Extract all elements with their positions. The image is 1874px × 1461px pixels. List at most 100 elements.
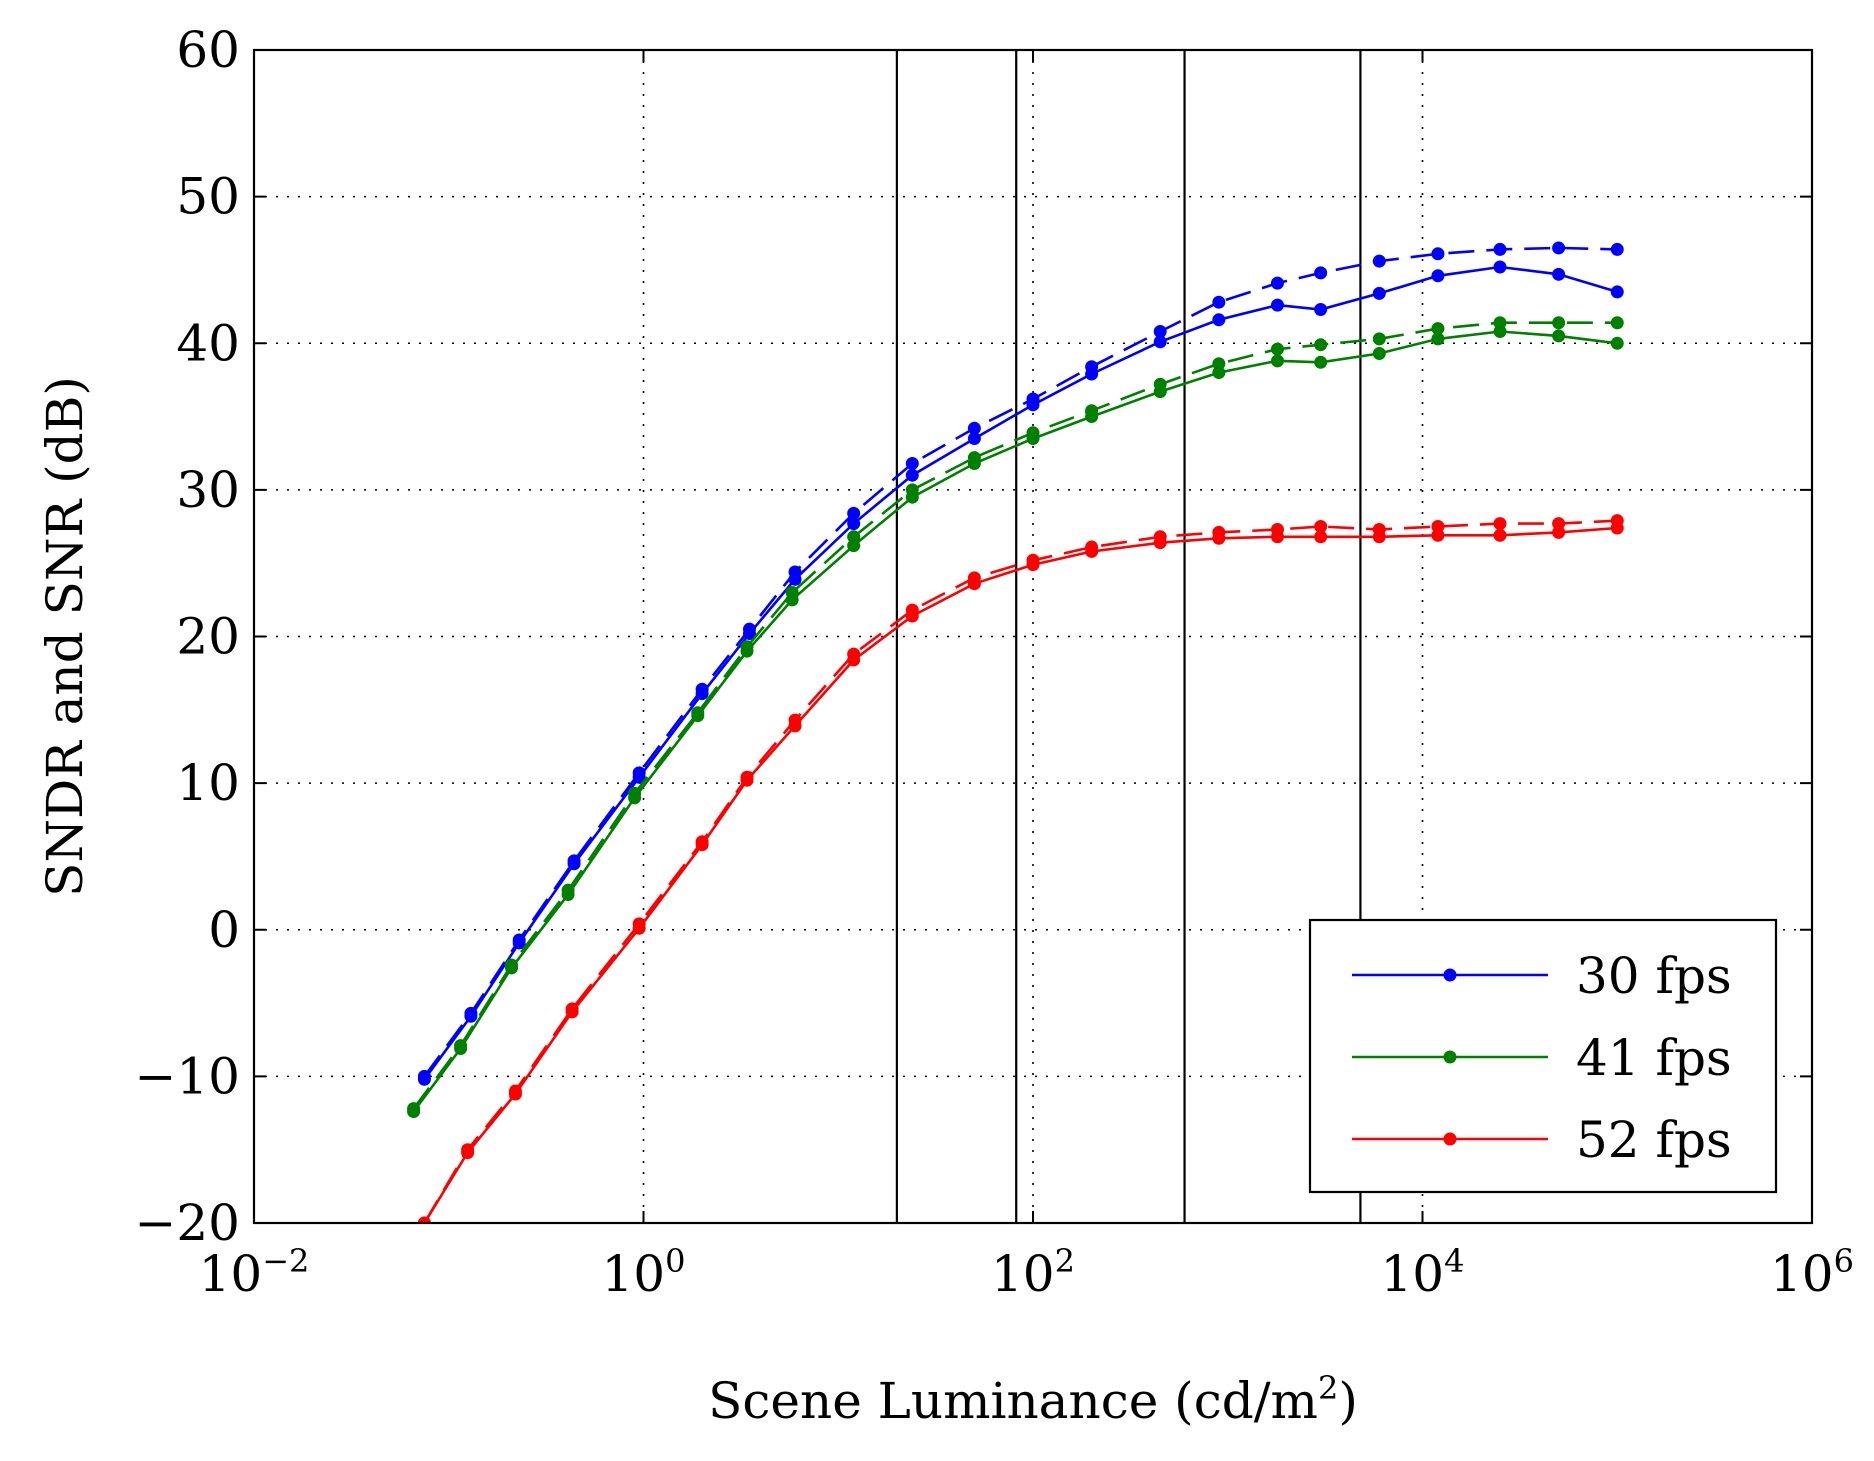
data-point-sndr xyxy=(1610,285,1624,299)
y-tick-label: 40 xyxy=(176,314,240,372)
data-point-sndr xyxy=(1026,398,1040,412)
legend-marker xyxy=(1443,968,1457,982)
legend-marker xyxy=(1443,1050,1457,1064)
data-point-sndr xyxy=(632,921,646,935)
data-point-sndr xyxy=(417,1216,431,1223)
data-point-snr xyxy=(1314,520,1328,534)
data-point-sndr xyxy=(695,838,709,852)
series-lines xyxy=(407,241,1624,1223)
series-line-sndr xyxy=(423,265,1618,1081)
data-point-sndr xyxy=(1314,530,1328,544)
data-point-sndr xyxy=(561,888,575,902)
data-point-sndr xyxy=(740,644,754,658)
data-point-sndr xyxy=(1552,329,1566,343)
data-point-sndr xyxy=(1026,432,1040,446)
data-point-sndr xyxy=(1153,536,1167,550)
x-axis-label: Scene Luminance (cd/m2) xyxy=(708,1369,1358,1430)
data-point-sndr xyxy=(1610,336,1624,350)
data-point-sndr xyxy=(847,539,861,553)
data-point-snr xyxy=(1431,247,1445,261)
data-point-snr xyxy=(1493,517,1507,531)
y-tick-label: 50 xyxy=(176,168,240,226)
data-point-sndr xyxy=(1431,528,1445,542)
series-line-sndr xyxy=(423,526,1618,1223)
data-point-sndr xyxy=(1270,530,1284,544)
legend-marker xyxy=(1443,1132,1457,1146)
data-point-sndr xyxy=(847,653,861,667)
data-point-sndr xyxy=(788,719,802,733)
data-point-snr xyxy=(1610,316,1624,330)
x-tick-label: 10−2 xyxy=(199,1242,310,1303)
x-tick-label: 106 xyxy=(1770,1242,1854,1303)
data-point-sndr xyxy=(742,627,756,641)
data-point-snr xyxy=(1372,332,1386,346)
data-point-sndr xyxy=(785,593,799,607)
data-point-sndr xyxy=(1493,325,1507,339)
data-point-sndr xyxy=(1212,313,1226,327)
data-point-sndr xyxy=(1552,267,1566,281)
data-point-sndr xyxy=(788,572,802,586)
y-tick-label: −10 xyxy=(134,1047,240,1105)
data-point-snr xyxy=(1610,242,1624,256)
data-point-sndr xyxy=(1153,385,1167,399)
data-point-snr xyxy=(847,506,861,520)
series-line-sndr xyxy=(412,330,1618,1113)
data-point-snr xyxy=(1212,295,1226,309)
data-point-sndr xyxy=(505,961,519,975)
data-point-sndr xyxy=(1431,332,1445,346)
data-point-snr xyxy=(1314,338,1328,352)
data-point-sndr xyxy=(417,1072,431,1086)
data-point-sndr xyxy=(512,936,526,950)
data-point-sndr xyxy=(461,1146,475,1160)
data-point-snr xyxy=(967,421,981,435)
data-point-sndr xyxy=(1314,355,1328,369)
data-point-sndr xyxy=(1431,269,1445,283)
x-tick-label: 100 xyxy=(602,1242,686,1303)
legend: 30 fps 41 fps 52 fps xyxy=(1308,918,1778,1194)
data-point-sndr xyxy=(691,709,705,723)
data-point-sndr xyxy=(695,687,709,701)
series-line-snr xyxy=(412,321,1618,1110)
data-point-snr xyxy=(905,456,919,470)
legend-label: 30 fps xyxy=(1576,947,1732,1005)
x-tick-label: 104 xyxy=(1381,1242,1465,1303)
data-point-sndr xyxy=(1552,525,1566,539)
y-axis-label: SNDR and SNR (dB) xyxy=(36,376,94,897)
data-point-snr xyxy=(1552,241,1566,255)
data-point-sndr xyxy=(1372,347,1386,361)
data-point-snr xyxy=(1314,266,1328,280)
data-point-sndr xyxy=(1270,298,1284,312)
data-point-sndr xyxy=(454,1042,468,1056)
y-tick-label: −20 xyxy=(134,1194,240,1252)
x-axis-label-text: Scene Luminance (cd/m xyxy=(708,1372,1318,1430)
series-group xyxy=(407,241,1624,1223)
data-point-snr xyxy=(1372,254,1386,268)
y-tick-label: 20 xyxy=(176,608,240,666)
vertical-markers xyxy=(895,50,1362,1223)
series-line-snr xyxy=(423,519,1618,1223)
data-point-sndr xyxy=(905,609,919,623)
data-point-snr xyxy=(1431,322,1445,336)
data-point-sndr xyxy=(565,1005,579,1019)
legend-label: 41 fps xyxy=(1576,1029,1732,1087)
data-point-sndr xyxy=(407,1105,421,1119)
x-axis-label-end: ) xyxy=(1338,1372,1358,1430)
data-point-sndr xyxy=(967,577,981,591)
y-tick-label: 0 xyxy=(208,901,240,959)
data-point-sndr xyxy=(1212,531,1226,545)
data-point-snr xyxy=(1270,342,1284,356)
data-point-sndr xyxy=(967,456,981,470)
data-point-sndr xyxy=(628,791,642,805)
data-point-snr xyxy=(1270,276,1284,290)
data-point-sndr xyxy=(1270,354,1284,368)
y-tick-label: 30 xyxy=(176,461,240,519)
data-point-sndr xyxy=(632,770,646,784)
data-point-sndr xyxy=(1085,410,1099,424)
data-point-sndr xyxy=(1610,521,1624,535)
data-point-sndr xyxy=(847,517,861,531)
series-line-snr xyxy=(423,246,1618,1078)
data-point-snr xyxy=(1552,316,1566,330)
data-point-sndr xyxy=(967,432,981,446)
